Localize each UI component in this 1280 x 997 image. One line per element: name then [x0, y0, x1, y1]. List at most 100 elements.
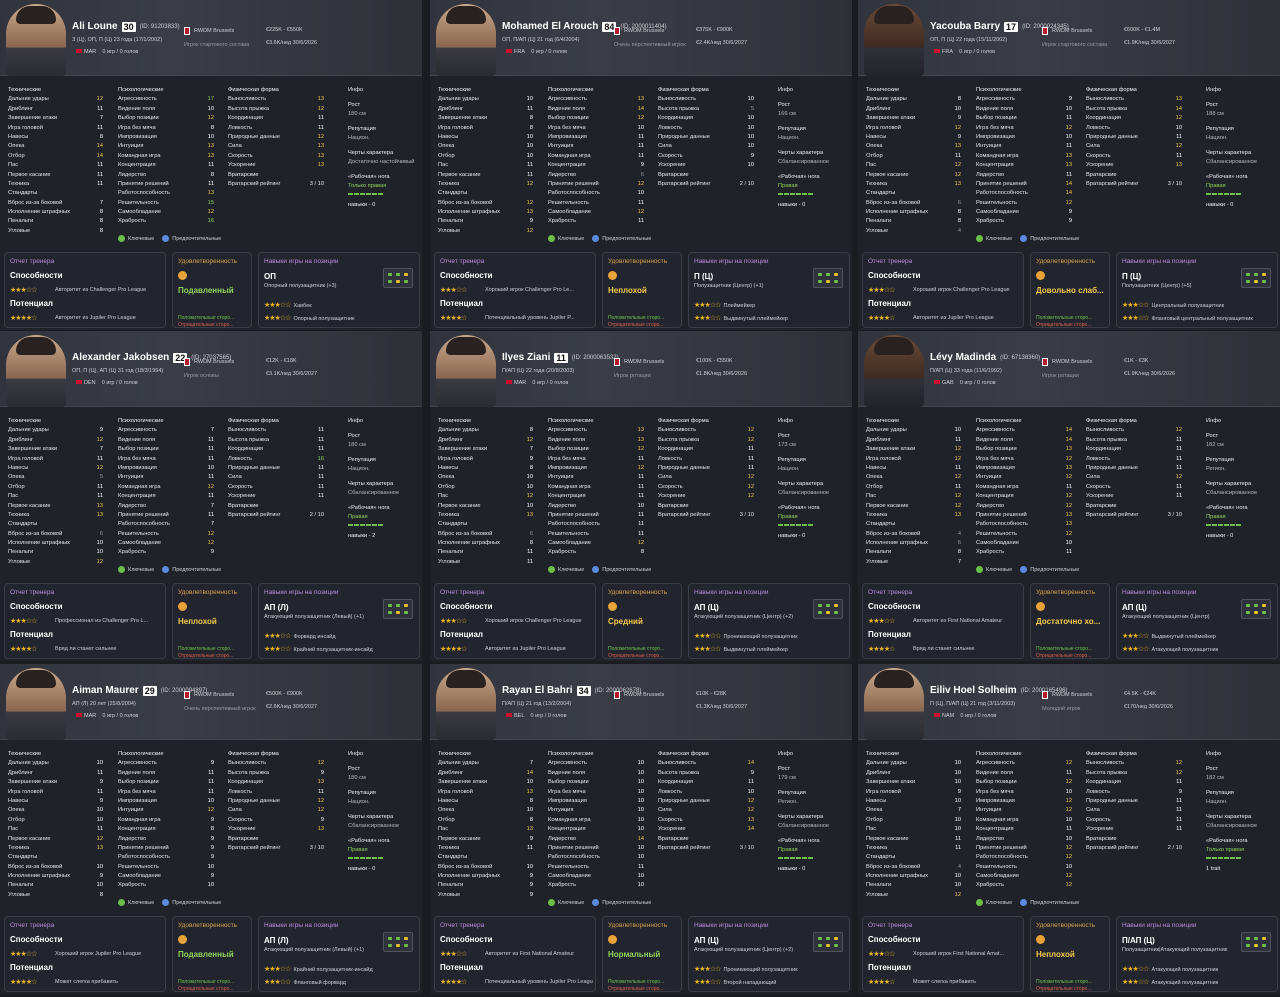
- attribute-row[interactable]: Выбор позиции 12: [118, 115, 214, 122]
- attribute-row[interactable]: Пас 10: [866, 826, 961, 833]
- attribute-row[interactable]: Скорость 11: [228, 483, 324, 490]
- attribute-row[interactable]: Отбор 11: [866, 483, 961, 490]
- attribute-row[interactable]: Навесы 9: [8, 797, 103, 804]
- attribute-row[interactable]: Выбор позиции 11: [118, 446, 214, 453]
- attribute-row[interactable]: Командная игра 9: [118, 816, 214, 823]
- attribute-row[interactable]: Сила 12: [658, 807, 754, 814]
- attribute-row[interactable]: Дриблинг 11: [866, 436, 961, 443]
- attribute-row[interactable]: Решительность 12: [976, 199, 1072, 206]
- attribute-row[interactable]: Ловкость 11: [228, 124, 324, 131]
- attribute-row[interactable]: Выносливость 12: [1086, 760, 1182, 767]
- attribute-row[interactable]: Дальние удары 8: [438, 427, 533, 434]
- attribute-row[interactable]: Исполнение штрафных 9: [8, 873, 103, 880]
- attribute-row[interactable]: Дальние удары 9: [8, 427, 103, 434]
- attribute-row[interactable]: Выбор позиции 11: [118, 779, 214, 786]
- player-name[interactable]: Yacouba Barry 17 (ID: 2000024345): [930, 21, 1069, 32]
- attribute-row[interactable]: Вброс из-за боковой 4: [866, 530, 961, 537]
- attribute-row[interactable]: Командная игра 10: [976, 816, 1072, 823]
- attribute-row[interactable]: Выносливость 12: [658, 427, 754, 434]
- attribute-row[interactable]: Дриблинг 10: [866, 105, 961, 112]
- satisfaction-panel[interactable]: Удовлетворенность Нормальный Положительные…: [602, 916, 682, 992]
- attribute-row[interactable]: Самообладание 9: [976, 209, 1072, 216]
- attribute-row[interactable]: Видение поля 11: [118, 436, 214, 443]
- attribute-row[interactable]: Угловые 8: [8, 891, 103, 898]
- attribute-row[interactable]: Скорость 9: [658, 152, 754, 159]
- attribute-row[interactable]: Ловкость 16: [228, 455, 324, 462]
- coach-report[interactable]: Отчет тренера Способности ★★★☆☆ Хороший игр…: [4, 916, 166, 992]
- attribute-row[interactable]: Игра без мяча 12: [976, 124, 1072, 131]
- attribute-row[interactable]: Самообладание 9: [118, 873, 214, 880]
- attribute-row[interactable]: Работоспособность 14: [976, 190, 1072, 197]
- attribute-row[interactable]: Координация 11: [228, 446, 324, 453]
- attribute-row[interactable]: Опека 10: [438, 474, 533, 481]
- attribute-row[interactable]: Сила 11: [228, 474, 324, 481]
- attribute-row[interactable]: Храбрость 11: [976, 549, 1072, 556]
- attribute-row[interactable]: Интуиция 11: [548, 143, 644, 150]
- attribute-row[interactable]: Игра головой 12: [866, 124, 961, 131]
- attribute-row[interactable]: Завершение атаки 10: [866, 779, 961, 786]
- satisfaction-panel[interactable]: Удовлетворенность Неплохой Положительные с…: [172, 583, 252, 659]
- attribute-row[interactable]: Храбрость 10: [118, 882, 214, 889]
- attribute-row[interactable]: Навесы 10: [866, 797, 961, 804]
- attribute-row[interactable]: Ускорение 12: [658, 493, 754, 500]
- player-card[interactable]: Ali Loune 30 (ID: 91203833) З (Ц), ОП, П (Ц…: [0, 0, 422, 330]
- attribute-row[interactable]: Пенальти 9: [438, 882, 533, 889]
- attribute-row[interactable]: Ускорение 10: [658, 162, 754, 169]
- attribute-row[interactable]: Навесы 8: [438, 464, 533, 471]
- coach-report[interactable]: Отчет тренера Способности ★★★☆☆ Хороший игр…: [862, 916, 1024, 992]
- attribute-row[interactable]: Игра без мяча 12: [976, 455, 1072, 462]
- attribute-row[interactable]: Дриблинг 11: [438, 105, 533, 112]
- attribute-row[interactable]: Пенальти 10: [8, 882, 103, 889]
- player-name[interactable]: Ali Loune 30 (ID: 91203833): [72, 21, 180, 32]
- attribute-row[interactable]: Отбор 10: [438, 483, 533, 490]
- coach-report[interactable]: Отчет тренера Способности ★★★☆☆ Хороший игр…: [434, 583, 596, 659]
- coach-report[interactable]: Отчет тренера Способности ★★★☆☆ Авторитет и…: [434, 916, 596, 992]
- attribute-row[interactable]: Выносливость 14: [658, 760, 754, 767]
- attribute-row[interactable]: Пас 11: [8, 162, 103, 169]
- attribute-row[interactable]: Агрессивность 14: [976, 427, 1072, 434]
- attribute-row[interactable]: Завершение атаки 7: [438, 446, 533, 453]
- attribute-row[interactable]: Исполнение штрафных 13: [438, 209, 533, 216]
- positional-skills[interactable]: Навыки игры на позиции АП (Л) Атакующий по…: [258, 916, 420, 992]
- attribute-row[interactable]: Навесы 10: [438, 133, 533, 140]
- attribute-row[interactable]: Храбрость 16: [118, 218, 214, 225]
- positional-skills[interactable]: Навыки игры на позиции АП (Ц) Атакующий по…: [688, 583, 850, 659]
- attribute-row[interactable]: Игра без мяча 10: [976, 788, 1072, 795]
- attribute-row[interactable]: Отбор 8: [438, 816, 533, 823]
- attribute-row[interactable]: Импровизация 10: [118, 464, 214, 471]
- attribute-row[interactable]: Командная игра 11: [548, 483, 644, 490]
- attribute-row[interactable]: Лидерство 14: [548, 835, 644, 842]
- attribute-row[interactable]: Импровизация 10: [118, 133, 214, 140]
- attribute-row[interactable]: Скорость 12: [658, 483, 754, 490]
- attribute-row[interactable]: Вброс из-за боковой 10: [438, 863, 533, 870]
- attribute-row[interactable]: Выбор позиции 12: [548, 446, 644, 453]
- attribute-row[interactable]: Импровизация 12: [548, 464, 644, 471]
- attribute-row[interactable]: Техника 13: [866, 180, 961, 187]
- satisfaction-panel[interactable]: Удовлетворенность Неплохой Положительные с…: [1030, 916, 1110, 992]
- attribute-row[interactable]: Концентрация 11: [976, 826, 1072, 833]
- attribute-row[interactable]: Импровизация 11: [548, 133, 644, 140]
- attribute-row[interactable]: Игра головой 11: [8, 788, 103, 795]
- attribute-row[interactable]: Видение поля 10: [548, 769, 644, 776]
- club-info[interactable]: RWDM Brussels Игрок стартового состава: [184, 27, 250, 48]
- attribute-row[interactable]: Командная игра 11: [976, 483, 1072, 490]
- attribute-row[interactable]: Ускорение 11: [1086, 493, 1182, 500]
- attribute-row[interactable]: Ускорение 11: [228, 493, 324, 500]
- attribute-row[interactable]: Игра головой 12: [866, 455, 961, 462]
- attribute-row[interactable]: Лидерство 8: [118, 171, 214, 178]
- attribute-row[interactable]: Выносливость 12: [1086, 427, 1182, 434]
- attribute-row[interactable]: Агрессивность 7: [118, 427, 214, 434]
- attribute-row[interactable]: Опека 13: [866, 143, 961, 150]
- attribute-row[interactable]: Импровизация 12: [976, 797, 1072, 804]
- attribute-row[interactable]: Лидерство 10: [976, 835, 1072, 842]
- positional-skills[interactable]: Навыки игры на позиции П (Ц) Полузащитник …: [688, 252, 850, 328]
- attribute-row[interactable]: Отбор 11: [866, 152, 961, 159]
- attribute-row[interactable]: Самообладание 12: [976, 873, 1072, 880]
- coach-report[interactable]: Отчет тренера Способности ★★★☆☆ Авторитет и…: [4, 252, 166, 328]
- coach-report[interactable]: Отчет тренера Способности ★★★☆☆ Хороший игр…: [434, 252, 596, 328]
- attribute-row[interactable]: Вброс из-за боковой 7: [8, 199, 103, 206]
- attribute-row[interactable]: Лидерство 10: [548, 502, 644, 509]
- attribute-row[interactable]: Угловые 7: [866, 558, 961, 565]
- attribute-row[interactable]: Видение поля 14: [548, 105, 644, 112]
